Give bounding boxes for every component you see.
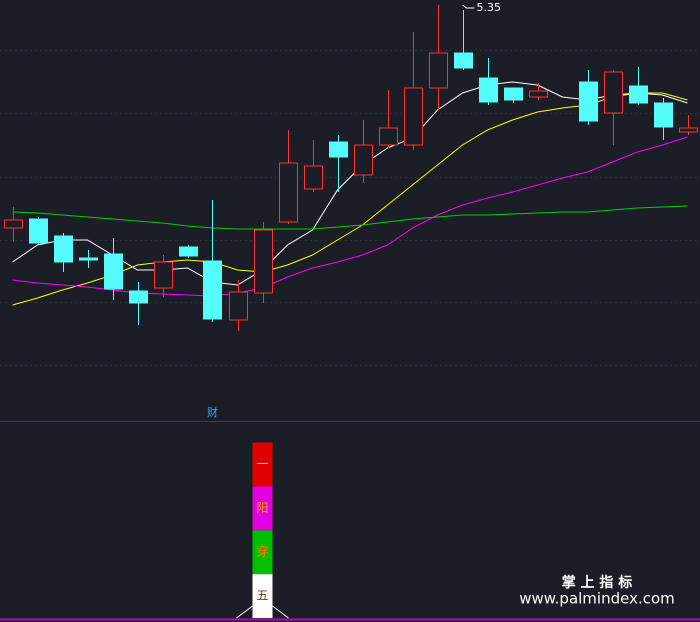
candle-body [679,127,698,133]
signal-segment-label: 阳 [256,501,268,515]
candle-body [254,229,273,294]
annotation-pointer [462,4,475,9]
candle-body [504,87,523,101]
watermark-url: www.palmindex.com [519,590,675,608]
ma-line [12,92,688,306]
candle-body [54,235,73,263]
candle-body [379,127,398,146]
candle-body [203,260,222,320]
candle-body [229,291,248,321]
signal-label: 财 [207,405,218,419]
signal-segment-label: 一 [256,457,268,471]
candle-body [304,165,323,190]
candle-body [454,52,473,69]
candle-body [79,257,98,261]
candle-body [4,219,23,229]
candle-body [104,253,123,290]
candle-body [179,246,198,257]
signal-segment [252,574,273,618]
watermark: 掌 上 指 标 [562,574,633,591]
candle-body [529,90,548,98]
signal-segment-label: 穿 [256,544,268,559]
signal-segment [252,442,273,487]
signal-base [236,605,289,619]
signal-segment [252,486,273,531]
candle-body [129,290,148,304]
candle-body [404,87,423,146]
candle-body [629,85,648,104]
ma-line [12,136,688,297]
signal-segment-label: 五 [256,589,268,603]
ma-line [12,205,688,230]
annotation-label: 5.35 [477,1,502,14]
candle-body [279,162,298,223]
candle-body [329,141,348,158]
ma-line [12,81,688,286]
candle-body [579,81,598,122]
candle-body [154,261,173,289]
candle-body [429,52,448,89]
signal-segment [252,530,273,575]
candle-body [354,144,373,176]
candle-body [604,71,623,114]
candle-body [654,102,673,128]
candle-body [29,218,48,244]
candle-body [479,77,498,103]
